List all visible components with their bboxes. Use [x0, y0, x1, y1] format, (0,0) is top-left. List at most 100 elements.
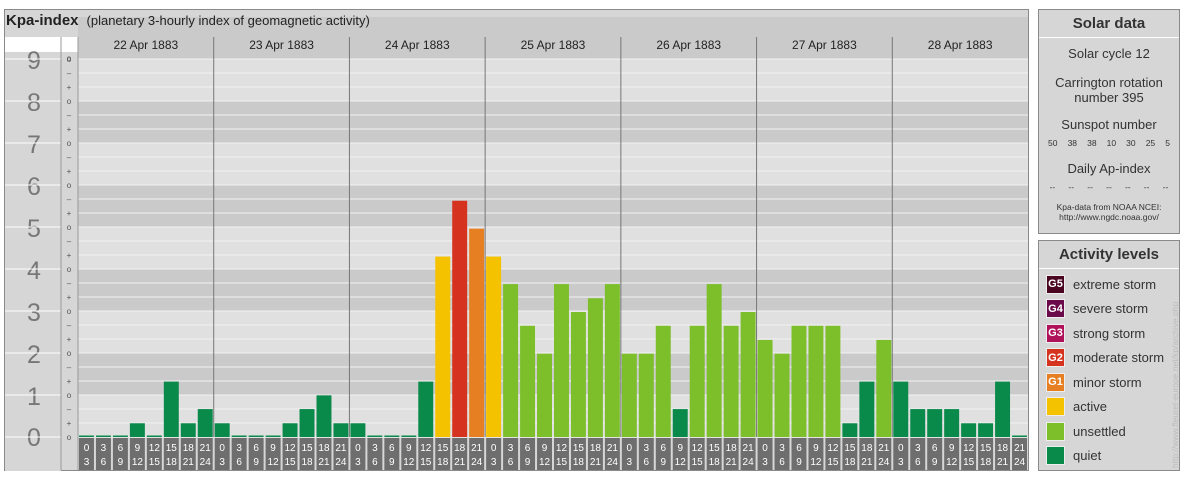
ap-value-1: -- — [1068, 182, 1075, 192]
kp-bar — [554, 284, 569, 437]
interval-end-label: 21 — [726, 457, 738, 468]
y-tick-label: 8 — [27, 89, 41, 117]
sunspot-value-5: 25 — [1145, 138, 1156, 148]
kp-bar — [452, 200, 468, 437]
interval-cell — [180, 438, 196, 470]
activity-label: minor storm — [1073, 374, 1142, 390]
sunspot-value-1: 38 — [1067, 138, 1078, 148]
plot-band-6 — [78, 143, 1028, 185]
kp-bar — [197, 409, 213, 437]
interval-start-label: 12 — [556, 443, 568, 454]
y-tick-label: 4 — [27, 257, 41, 285]
activity-label: unsettled — [1073, 423, 1126, 439]
interval-end-label: 9 — [389, 457, 395, 468]
kp-bar — [995, 381, 1011, 437]
interval-start-label: 9 — [135, 443, 141, 454]
kp-bar — [282, 423, 298, 437]
interval-start-label: 15 — [573, 443, 585, 454]
interval-end-label: 12 — [132, 457, 144, 468]
interval-end-label: 9 — [253, 457, 259, 468]
interval-end-label: 3 — [762, 457, 768, 468]
interval-cell — [842, 438, 858, 470]
interval-start-label: 18 — [318, 443, 330, 454]
interval-start-label: 3 — [779, 443, 785, 454]
interval-cell — [95, 438, 111, 470]
kp-bar — [350, 423, 366, 437]
y-minor-label: – — [67, 153, 72, 162]
interval-start-label: 3 — [915, 443, 921, 454]
interval-end-label: 9 — [525, 457, 531, 468]
interval-start-label: 0 — [355, 443, 361, 454]
y-minor-label: o — [67, 55, 72, 64]
interval-end-label: 6 — [236, 457, 242, 468]
kp-bar — [520, 325, 536, 437]
y-minor-label: + — [67, 293, 72, 302]
kp-bar — [655, 325, 671, 437]
kp-bar — [859, 381, 875, 437]
y-minor-label: – — [67, 111, 72, 120]
activity-level-1: G4 severe storm — [1046, 299, 1148, 319]
interval-start-label: 9 — [270, 443, 276, 454]
interval-cell — [112, 438, 128, 470]
kp-bar — [689, 325, 705, 437]
chart-header: Kpa-index (planetary 3-hourly index of ge… — [6, 12, 370, 30]
sunspot-value-4: 30 — [1126, 138, 1136, 148]
y-minor-label: – — [67, 279, 72, 288]
interval-cell — [570, 438, 586, 470]
kp-bar — [587, 298, 603, 437]
interval-start-label: 15 — [301, 443, 313, 454]
interval-start-label: 6 — [525, 443, 531, 454]
interval-end-label: 6 — [779, 457, 785, 468]
interval-end-label: 12 — [810, 457, 822, 468]
interval-start-label: 0 — [491, 443, 497, 454]
interval-end-label: 3 — [84, 457, 90, 468]
activity-swatch: G1 — [1046, 372, 1065, 392]
interval-end-label: 18 — [573, 457, 585, 468]
y-minor-label: – — [67, 363, 72, 372]
interval-cell — [452, 438, 468, 470]
y-tick-label: 3 — [27, 299, 41, 327]
kp-bar — [893, 381, 909, 437]
activity-level-4: G1 minor storm — [1046, 372, 1142, 392]
interval-end-label: 21 — [861, 457, 873, 468]
kp-bar — [944, 409, 960, 437]
kp-bar — [791, 325, 807, 437]
kp-bar — [757, 339, 773, 437]
interval-start-label: 18 — [183, 443, 195, 454]
interval-end-label: 6 — [915, 457, 921, 468]
interval-cell — [163, 438, 179, 470]
plot-band-4 — [78, 227, 1028, 269]
interval-start-label: 21 — [607, 443, 619, 454]
interval-cell — [893, 438, 909, 470]
interval-end-label: 3 — [219, 457, 225, 468]
interval-start-label: 6 — [932, 443, 938, 454]
interval-cell — [316, 438, 332, 470]
solar-cycle: Solar cycle 12 — [1068, 46, 1150, 61]
interval-start-label: 3 — [101, 443, 107, 454]
kp-bar — [740, 312, 756, 437]
date-label: 22 Apr 1883 — [113, 38, 178, 52]
plot-band-7 — [78, 101, 1028, 143]
interval-end-label: 21 — [454, 457, 466, 468]
interval-start-label: 12 — [284, 443, 296, 454]
interval-end-label: 21 — [318, 457, 330, 468]
chart-title: Kpa-index — [6, 12, 79, 29]
activity-label: active — [1073, 399, 1107, 414]
plot-band-2 — [78, 311, 1028, 353]
kp-bar — [112, 435, 128, 437]
interval-start-label: 12 — [692, 443, 704, 454]
plot-band-5 — [78, 185, 1028, 227]
interval-end-label: 15 — [556, 457, 568, 468]
interval-cell — [503, 438, 519, 470]
y-minor-label: + — [67, 209, 72, 218]
carrington-line-1: Carrington rotation — [1055, 75, 1163, 90]
interval-cell — [995, 438, 1011, 470]
interval-cell — [740, 438, 756, 470]
y-minor-label: – — [67, 321, 72, 330]
plot-band-3 — [78, 269, 1028, 311]
y-minor-label: o — [67, 349, 72, 358]
interval-end-label: 9 — [118, 457, 124, 468]
interval-cell — [876, 438, 892, 470]
ap-title: Daily Ap-index — [1067, 161, 1151, 176]
kp-bar — [418, 381, 434, 437]
